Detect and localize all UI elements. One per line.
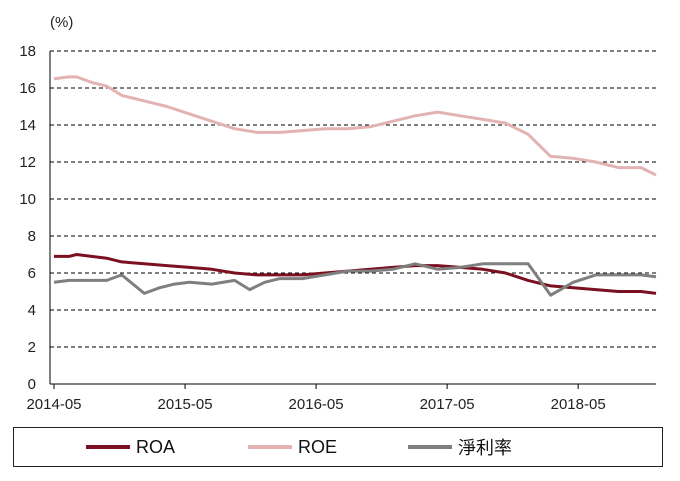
gridlines xyxy=(50,50,656,348)
x-tick-label: 2016-05 xyxy=(289,396,344,413)
y-tick-label: 6 xyxy=(28,265,36,282)
y-tick-label: 18 xyxy=(19,43,36,60)
legend-swatch-net-margin xyxy=(408,445,452,449)
legend-swatch-roa xyxy=(86,445,130,449)
x-tick-label: 2017-05 xyxy=(420,396,475,413)
legend-item-roa: ROA xyxy=(86,428,175,466)
legend-item-roe: ROE xyxy=(248,428,337,466)
legend-label-roa: ROA xyxy=(136,436,176,457)
roe-line xyxy=(53,75,657,177)
legend: ROA ROE 淨利率 xyxy=(13,427,663,467)
y-tick-label: 14 xyxy=(19,117,36,134)
y-tick-label: 16 xyxy=(19,80,36,97)
legend-item-net-margin: 淨利率 xyxy=(408,428,512,466)
line-chart: (%) 0 2 4 6 8 10 12 14 16 18 2014-05 2015-05 2016-0… xyxy=(19,14,657,413)
legend-label-net-margin: 淨利率 xyxy=(458,438,512,458)
y-tick-label: 4 xyxy=(28,302,36,319)
y-axis-ticks: 0 2 4 6 8 10 12 14 16 18 xyxy=(19,43,36,393)
series-lines xyxy=(53,75,657,297)
x-axis-ticks: 2014-052015-052016-052017-052018-052019-… xyxy=(26,384,606,413)
legend-swatch-roe xyxy=(248,445,292,449)
y-tick-label: 0 xyxy=(28,376,36,393)
y-tick-label: 8 xyxy=(28,228,36,245)
y-tick-label: 2 xyxy=(28,339,36,356)
x-tick-label: 2018-05 xyxy=(551,396,606,413)
x-axis xyxy=(49,51,656,385)
legend-label-roe: ROE xyxy=(298,436,338,457)
y-tick-label: 10 xyxy=(19,191,36,208)
net-margin-line xyxy=(53,262,657,297)
x-tick-label: 2015-05 xyxy=(158,396,213,413)
y-unit-label: (%) xyxy=(50,14,73,31)
x-tick-label: 2014-05 xyxy=(26,396,81,413)
y-tick-label: 12 xyxy=(19,154,36,171)
